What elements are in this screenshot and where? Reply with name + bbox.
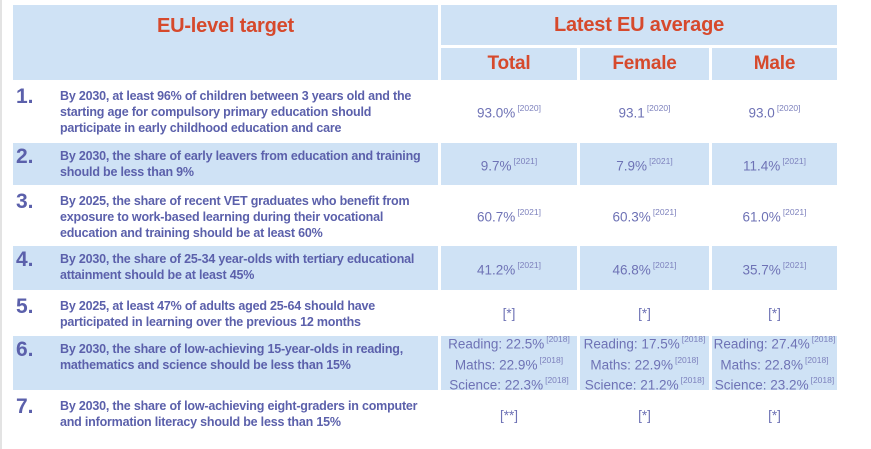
value-line: 35.7% [2021] xyxy=(742,259,807,278)
value-female: 7.9% [2021] xyxy=(580,143,709,185)
target-description: By 2025, at least 47% of adults aged 25-… xyxy=(60,299,376,329)
value-line: 9.7% [2021] xyxy=(480,155,538,174)
value-line: [*] xyxy=(638,305,651,321)
value-year-note: [2021] xyxy=(517,207,541,218)
value-year-note: [2021] xyxy=(517,259,541,270)
value-male: 61.0% [2021] xyxy=(712,188,837,243)
row-number: 2. xyxy=(16,145,34,168)
value-year-note: [2018] xyxy=(545,375,569,386)
value-year-note: [2018] xyxy=(546,336,570,345)
value-line: 11.4% [2021] xyxy=(743,155,806,174)
target-description: By 2025, the share of recent VET graduat… xyxy=(60,194,410,240)
value-total: [**] xyxy=(441,393,577,437)
target-description: By 2030, the share of 25-34 year-olds wi… xyxy=(60,252,415,282)
value-male: [*] xyxy=(712,393,837,437)
value-total: Reading: 22.5% [2018] Maths: 22.9% [2018] Sc… xyxy=(441,336,577,390)
row-number: 1. xyxy=(16,85,34,108)
value-total: 60.7% [2021] xyxy=(441,188,577,243)
value-female: 46.8% [2021] xyxy=(580,246,709,290)
value-year-note: [2018] xyxy=(681,336,706,345)
value-total: 93.0% [2020] xyxy=(441,83,577,140)
header-male: Male xyxy=(712,48,837,80)
value-female: 93.1 [2020] xyxy=(580,83,709,140)
value-total: 9.7% [2021] xyxy=(441,143,577,185)
value-male: 11.4% [2021] xyxy=(712,143,837,185)
value-line: 61.0% [2021] xyxy=(742,207,807,225)
row-number: 4. xyxy=(16,248,34,271)
value-line: Reading: 27.4% [2018] xyxy=(713,336,836,352)
value-year-note: [2021] xyxy=(782,259,807,270)
row-number: 5. xyxy=(16,295,34,318)
value-line: 46.8% [2021] xyxy=(612,259,677,278)
value-line: [*] xyxy=(502,305,516,321)
value-year-note: [2018] xyxy=(539,354,564,365)
header-eu-level-target: EU-level target xyxy=(13,5,438,80)
value-year-note: [2018] xyxy=(674,354,699,365)
target-cell: 4. By 2030, the share of 25-34 year-olds… xyxy=(13,246,438,290)
value-female: Reading: 17.5% [2018] Maths: 22.9% [2018] Sc… xyxy=(580,336,709,390)
value-total: [*] xyxy=(441,293,577,333)
target-description: By 2030, the share of low-achieving 15-y… xyxy=(60,342,403,372)
value-year-note: [2020] xyxy=(646,103,671,114)
value-line: Maths: 22.8% [2018] xyxy=(720,354,829,373)
value-line: 60.3% [2021] xyxy=(612,207,677,225)
page-left-edge xyxy=(0,0,2,449)
value-line: Reading: 22.5% [2018] xyxy=(448,336,570,352)
value-line: Reading: 17.5% [2018] xyxy=(583,336,706,352)
value-year-note: [2021] xyxy=(782,207,807,218)
value-year-note: [2018] xyxy=(810,375,835,386)
target-cell: 2. By 2030, the share of early leavers f… xyxy=(13,143,438,185)
value-female: [*] xyxy=(580,393,709,437)
value-year-note: [2021] xyxy=(513,155,538,166)
row-number: 7. xyxy=(16,395,34,418)
value-male: Reading: 27.4% [2018] Maths: 22.8% [2018] Sc… xyxy=(712,336,837,390)
header-total: Total xyxy=(441,48,577,80)
target-description: By 2030, the share of early leavers from… xyxy=(60,149,421,179)
value-line: 60.7% [2021] xyxy=(477,207,541,225)
value-total: 41.2% [2021] xyxy=(441,246,577,290)
value-line: [*] xyxy=(768,305,781,321)
value-year-note: [2021] xyxy=(649,155,673,166)
value-female: [*] xyxy=(580,293,709,333)
row-number: 3. xyxy=(16,190,34,213)
target-description: By 2030, the share of low-achieving eigh… xyxy=(60,399,418,429)
value-year-note: [2018] xyxy=(680,375,705,386)
value-male: [*] xyxy=(712,293,837,333)
value-year-note: [2018] xyxy=(811,336,836,345)
target-description: By 2030, at least 96% of children betwee… xyxy=(60,89,412,135)
value-year-note: [2021] xyxy=(652,207,677,218)
target-cell: 6. By 2030, the share of low-achieving 1… xyxy=(13,336,438,390)
value-year-note: [2020] xyxy=(517,103,541,114)
value-line: [**] xyxy=(499,407,518,423)
value-line: Maths: 22.9% [2018] xyxy=(590,354,699,373)
value-line: Science: 22.3% [2018] xyxy=(449,375,569,390)
header-female: Female xyxy=(580,48,709,80)
value-year-note: [2021] xyxy=(782,155,806,166)
targets-table: EU-level target Latest EU average Total … xyxy=(13,0,837,437)
value-year-note: [2021] xyxy=(652,259,677,270)
value-line: 93.0% [2020] xyxy=(477,103,541,121)
value-line: Maths: 22.9% [2018] xyxy=(454,354,564,373)
target-cell: 1. By 2030, at least 96% of children bet… xyxy=(13,83,438,140)
value-male: 93.0 [2020] xyxy=(712,83,837,140)
value-line: 41.2% [2021] xyxy=(477,259,541,278)
value-line: [*] xyxy=(638,407,651,423)
target-cell: 7. By 2030, the share of low-achieving e… xyxy=(13,393,438,437)
header-latest-eu-average: Latest EU average xyxy=(441,5,837,45)
value-line: 93.1 [2020] xyxy=(618,103,671,121)
target-cell: 5. By 2025, at least 47% of adults aged … xyxy=(13,293,438,333)
value-line: Science: 21.2% [2018] xyxy=(584,375,705,390)
value-line: 7.9% [2021] xyxy=(616,155,673,174)
value-line: Science: 23.2% [2018] xyxy=(714,375,835,390)
value-year-note: [2018] xyxy=(804,354,829,365)
value-female: 60.3% [2021] xyxy=(580,188,709,243)
value-male: 35.7% [2021] xyxy=(712,246,837,290)
row-number: 6. xyxy=(16,338,34,361)
value-line: 93.0 [2020] xyxy=(748,103,801,121)
value-line: [*] xyxy=(768,407,781,423)
target-cell: 3. By 2025, the share of recent VET grad… xyxy=(13,188,438,243)
value-year-note: [2020] xyxy=(776,103,801,114)
